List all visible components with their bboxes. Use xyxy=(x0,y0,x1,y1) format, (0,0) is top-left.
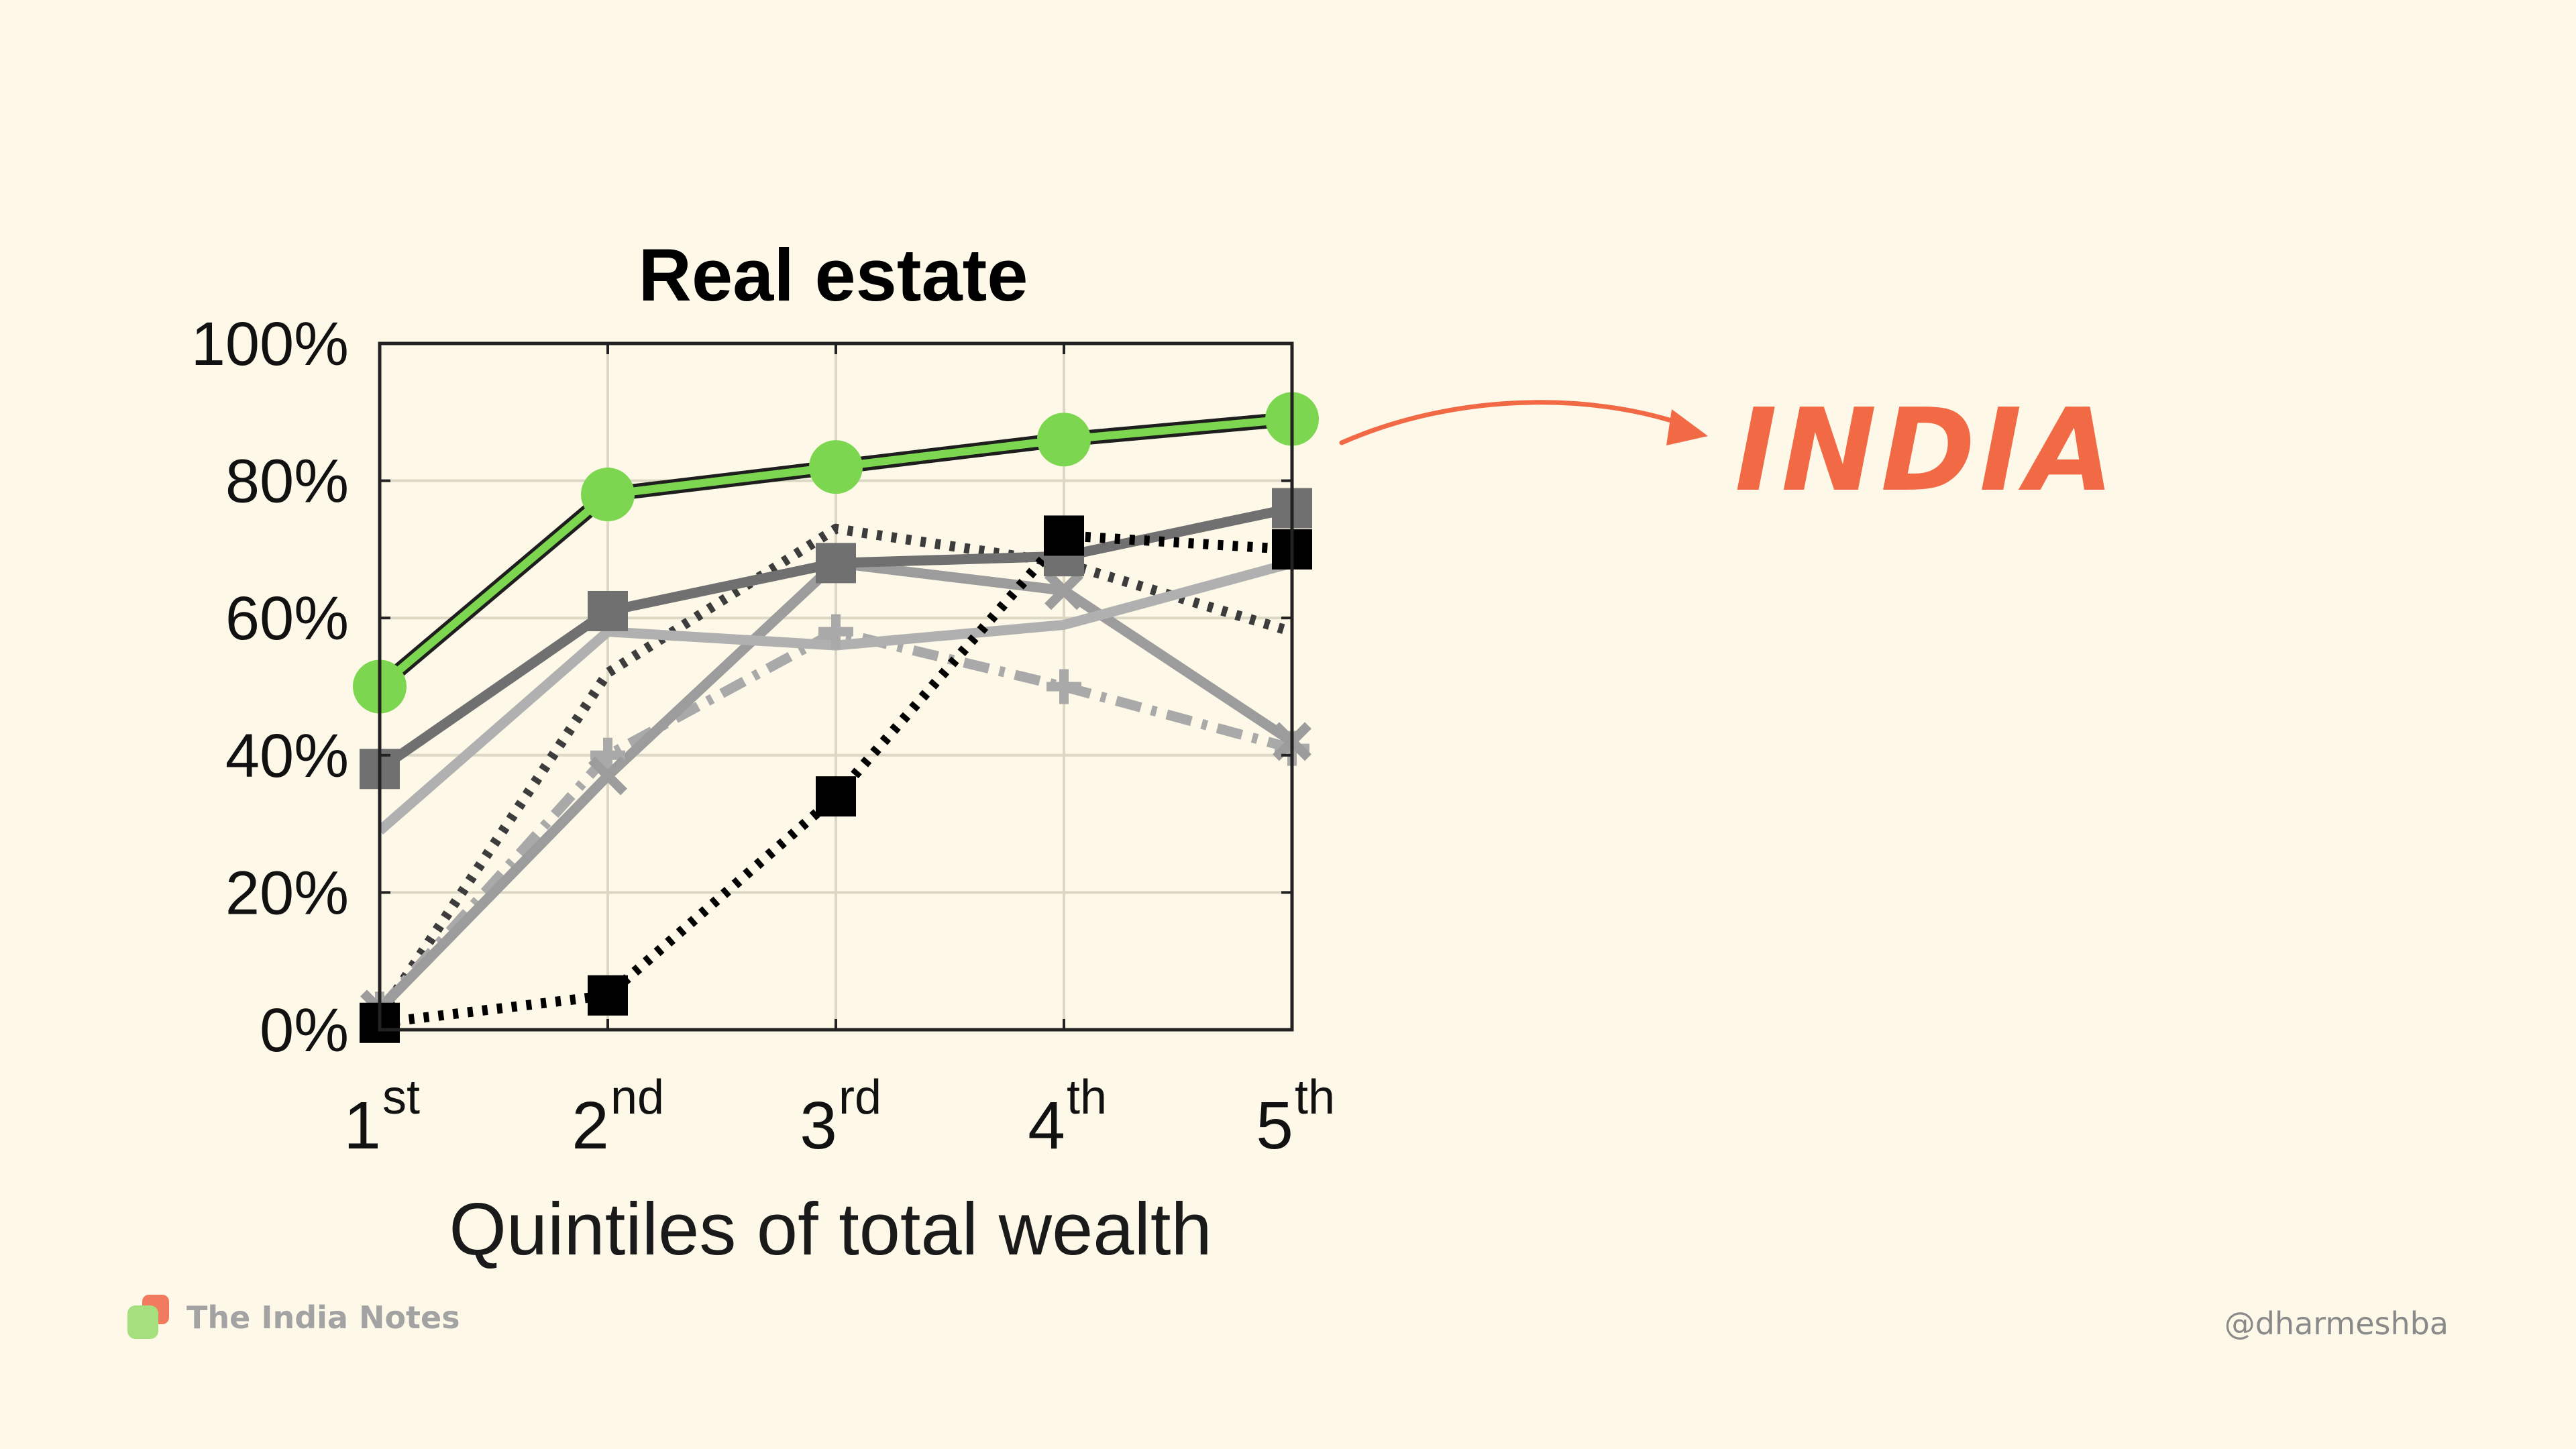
series-1-plus-marker xyxy=(1046,669,1081,704)
series-6-circle-marker xyxy=(809,440,863,494)
y-tick-label: 60% xyxy=(225,584,349,653)
y-tick-label: 20% xyxy=(225,859,349,927)
y-tick-label: 100% xyxy=(191,310,349,378)
series-2-x-marker xyxy=(588,756,627,796)
series-5-square-marker xyxy=(1044,515,1084,556)
author-handle: @dharmeshba xyxy=(2224,1305,2449,1342)
x-axis-label: Quintiles of total wealth xyxy=(449,1188,1212,1271)
x-tick-label: 3 xyxy=(800,1088,837,1163)
y-tick-label: 0% xyxy=(260,996,349,1065)
x-tick-label: 5 xyxy=(1256,1088,1293,1163)
annotation-india: INDIA xyxy=(1735,384,2118,517)
x-tick-label-superscript: th xyxy=(1295,1071,1335,1124)
series-0-line xyxy=(380,523,1292,1019)
series-1-plus-marker xyxy=(590,737,625,773)
series-5-square-marker xyxy=(816,776,856,817)
annotation-arrow xyxy=(1339,400,1686,445)
x-tick-label: 4 xyxy=(1028,1088,1065,1163)
brand-name: The India Notes xyxy=(186,1299,460,1336)
series-5-square-marker xyxy=(588,975,628,1016)
x-tick-label-superscript: th xyxy=(1067,1071,1107,1124)
series-4-square-marker xyxy=(816,543,856,584)
x-tick-label-superscript: nd xyxy=(610,1071,664,1124)
x-tick-label-superscript: st xyxy=(382,1071,420,1124)
brand: The India Notes xyxy=(127,1295,460,1340)
y-tick-label: 40% xyxy=(225,722,349,790)
series-2-x-marker xyxy=(1044,571,1083,610)
x-tick-label: 2 xyxy=(572,1088,609,1163)
x-tick-label: 1 xyxy=(343,1088,381,1163)
y-tick-label: 80% xyxy=(225,447,349,516)
x-tick-label-superscript: rd xyxy=(839,1071,881,1124)
chart-title: Real estate xyxy=(639,234,1028,317)
series-6-circle-marker xyxy=(1037,413,1091,467)
annotation-arrowhead xyxy=(1666,409,1708,445)
brand-logo-icon xyxy=(127,1295,172,1340)
series-6-circle-marker xyxy=(581,468,635,522)
series-4-square-marker xyxy=(588,590,628,631)
series-1-plus-marker xyxy=(818,614,853,649)
